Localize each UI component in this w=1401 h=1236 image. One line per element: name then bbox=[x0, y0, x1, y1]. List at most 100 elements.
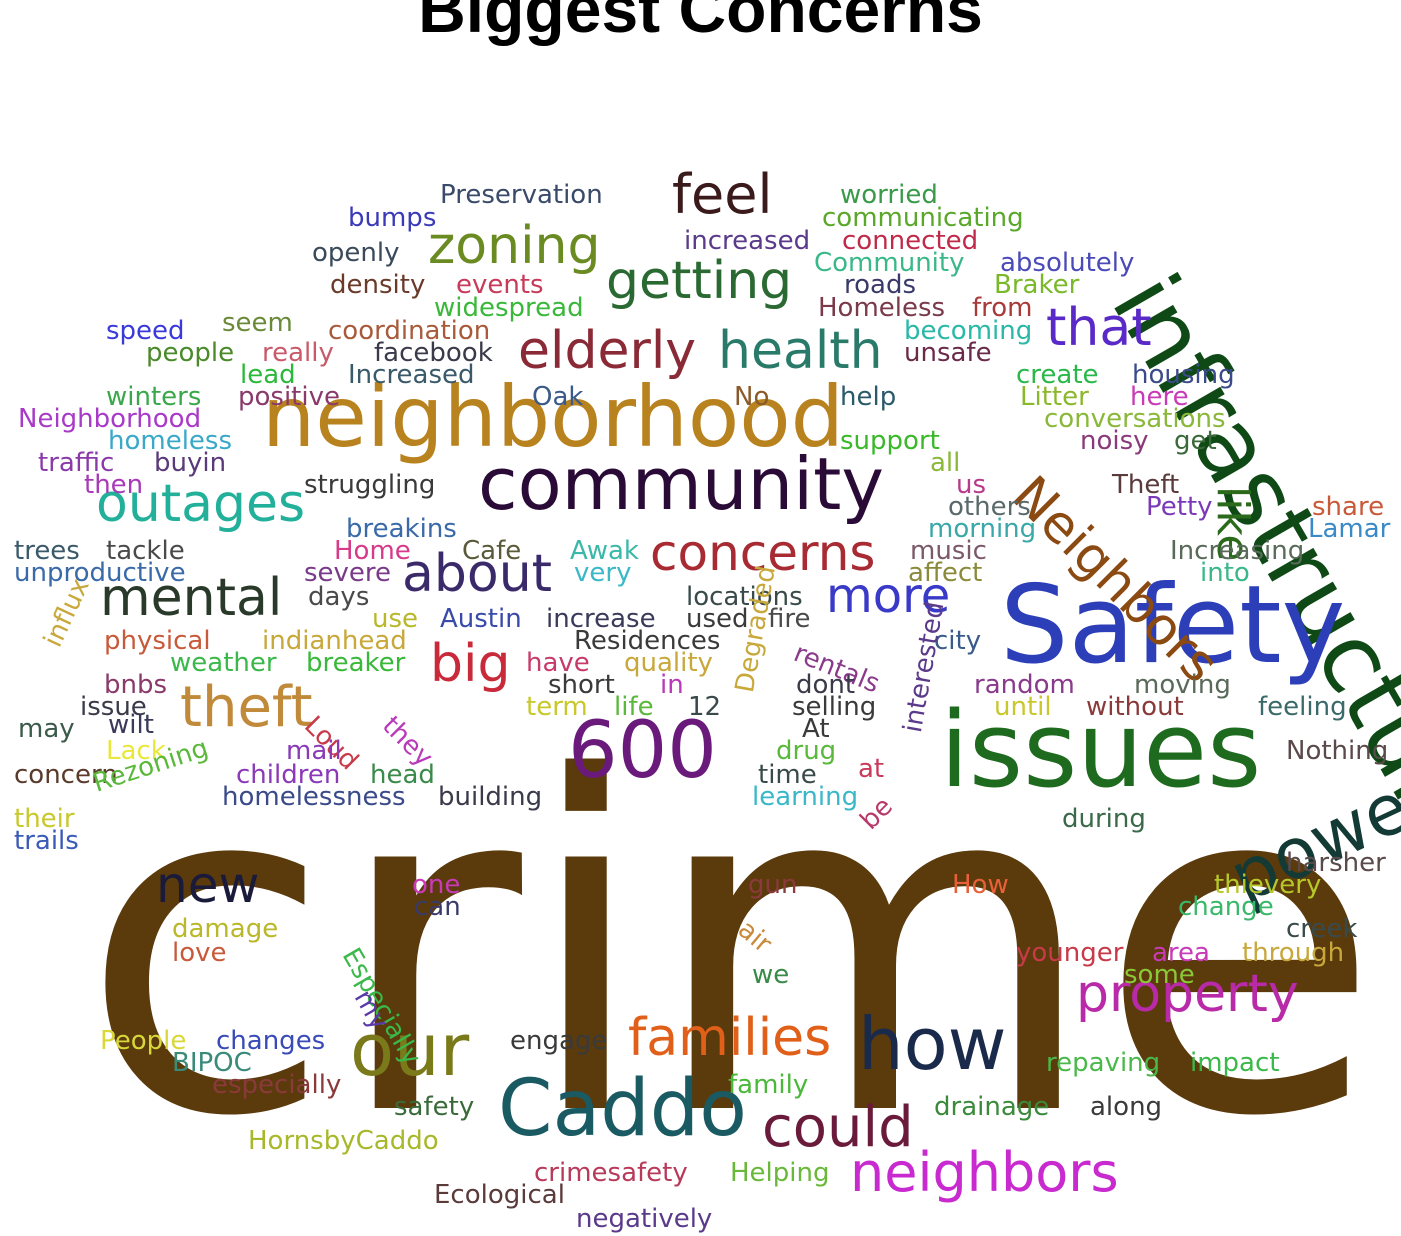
word-conversations: conversations bbox=[1044, 404, 1226, 434]
word-have: have bbox=[526, 648, 590, 678]
word-get: get bbox=[1174, 426, 1217, 456]
word-struggling: struggling bbox=[304, 470, 436, 500]
word-widespread: widespread bbox=[434, 293, 584, 323]
word-that: that bbox=[1046, 298, 1152, 358]
word-hornsbycaddo: HornsbyCaddo bbox=[248, 1126, 439, 1156]
word-new: new bbox=[156, 856, 260, 914]
word-seem: seem bbox=[222, 308, 293, 338]
word-how: How bbox=[952, 870, 1009, 900]
word-mail: mail bbox=[286, 736, 342, 766]
word-children: children bbox=[236, 760, 341, 790]
word-austin: Austin bbox=[440, 604, 522, 634]
word-buyin: buyin bbox=[154, 448, 227, 478]
word-trees: trees bbox=[14, 536, 80, 566]
word-no: No bbox=[734, 382, 770, 412]
word-creek: creek bbox=[1286, 914, 1358, 944]
word-helping: Helping bbox=[730, 1158, 830, 1188]
word-coordination: coordination bbox=[328, 316, 491, 346]
word-drainage: drainage bbox=[934, 1092, 1050, 1122]
word-crimesafety: crimesafety bbox=[534, 1158, 688, 1188]
word-increased: Increased bbox=[348, 360, 475, 390]
word-homelessness: homelessness bbox=[222, 782, 406, 812]
word-create: create bbox=[1016, 360, 1099, 390]
word-repaving: repaving bbox=[1046, 1048, 1161, 1078]
word-negatively: negatively bbox=[576, 1204, 713, 1234]
word-breaker: breaker bbox=[306, 648, 406, 678]
word-building: building bbox=[438, 782, 543, 812]
word-families: families bbox=[628, 1008, 832, 1068]
word-selling: selling bbox=[792, 692, 877, 722]
word-lamar: Lamar bbox=[1308, 514, 1391, 544]
word-engage: engage bbox=[510, 1026, 608, 1056]
word-fire: fire bbox=[768, 604, 811, 634]
word-may: may bbox=[18, 714, 75, 744]
word-one: one bbox=[412, 870, 461, 900]
word-trails: trails bbox=[14, 826, 79, 856]
word-concerns: concerns bbox=[650, 524, 876, 582]
word-feeling: feeling bbox=[1258, 692, 1347, 722]
word-health: health bbox=[718, 321, 883, 381]
word-issues: issues bbox=[940, 689, 1262, 811]
word-increasing: Increasing bbox=[1170, 536, 1305, 566]
word-speed: speed bbox=[106, 316, 185, 346]
word-neighborhood: Neighborhood bbox=[18, 404, 202, 434]
word-home: Home bbox=[334, 536, 411, 566]
word-help: help bbox=[840, 382, 897, 412]
word-big: big bbox=[430, 634, 511, 694]
word-until: until bbox=[994, 692, 1052, 722]
word-cafe: Cafe bbox=[462, 536, 522, 566]
word-very: very bbox=[574, 558, 632, 588]
word-impact: impact bbox=[1190, 1048, 1280, 1078]
word-winters: winters bbox=[106, 382, 202, 412]
word-nothing: Nothing bbox=[1286, 736, 1389, 766]
page-title: Biggest Concerns bbox=[418, 0, 983, 46]
word-feel: feel bbox=[672, 163, 773, 226]
word-worried: worried bbox=[840, 180, 938, 210]
word-used: used bbox=[686, 604, 749, 634]
word-wilt: wilt bbox=[108, 710, 154, 740]
word-in: in bbox=[660, 670, 684, 700]
word-head: head bbox=[370, 760, 435, 790]
word-term: term bbox=[526, 692, 588, 722]
word-preservation: Preservation bbox=[440, 180, 603, 210]
word-safety: safety bbox=[394, 1092, 475, 1122]
word-others: others bbox=[948, 492, 1031, 522]
word-density: density bbox=[330, 270, 426, 300]
word-family: family bbox=[728, 1070, 809, 1100]
word-12: 12 bbox=[688, 692, 722, 722]
word-caddo: Caddo bbox=[498, 1064, 748, 1154]
word-can: can bbox=[414, 892, 461, 922]
word-random: random bbox=[974, 670, 1075, 700]
word-unproductive: unproductive bbox=[14, 558, 186, 588]
word-without: without bbox=[1086, 692, 1184, 722]
word-tackle: tackle bbox=[106, 536, 185, 566]
word-neighborhood: neighborhood bbox=[262, 368, 844, 466]
word-gun: gun bbox=[748, 870, 798, 900]
word-crime: crime bbox=[80, 682, 1381, 1217]
word-positive: positive bbox=[238, 382, 340, 412]
word-music: music bbox=[910, 536, 987, 566]
word-bnbs: bnbs bbox=[104, 670, 168, 700]
word-damage: damage bbox=[172, 914, 279, 944]
word-indianhead: indianhead bbox=[262, 626, 407, 656]
word-city: city bbox=[934, 626, 982, 656]
word-into: into bbox=[1200, 558, 1250, 588]
word-breakins: breakins bbox=[346, 514, 457, 544]
word-homeless: Homeless bbox=[818, 293, 946, 323]
word-time: time bbox=[758, 760, 817, 790]
word-support: support bbox=[840, 426, 940, 456]
word-morning: morning bbox=[928, 514, 1037, 544]
word-days: days bbox=[308, 582, 370, 612]
word-residences: Residences bbox=[574, 626, 721, 656]
word-area: area bbox=[1152, 938, 1210, 968]
word-oak: Oak bbox=[532, 382, 584, 412]
word-bipoc: BIPOC bbox=[172, 1048, 252, 1078]
word-events: events bbox=[456, 270, 544, 300]
word-petty: Petty bbox=[1146, 492, 1213, 522]
word-dont: dont bbox=[796, 670, 856, 700]
word-unsafe: unsafe bbox=[904, 338, 992, 368]
word-could: could bbox=[762, 1095, 914, 1160]
word-drug: drug bbox=[776, 736, 837, 766]
word-really: really bbox=[262, 338, 334, 368]
word-some: some bbox=[1124, 960, 1195, 990]
